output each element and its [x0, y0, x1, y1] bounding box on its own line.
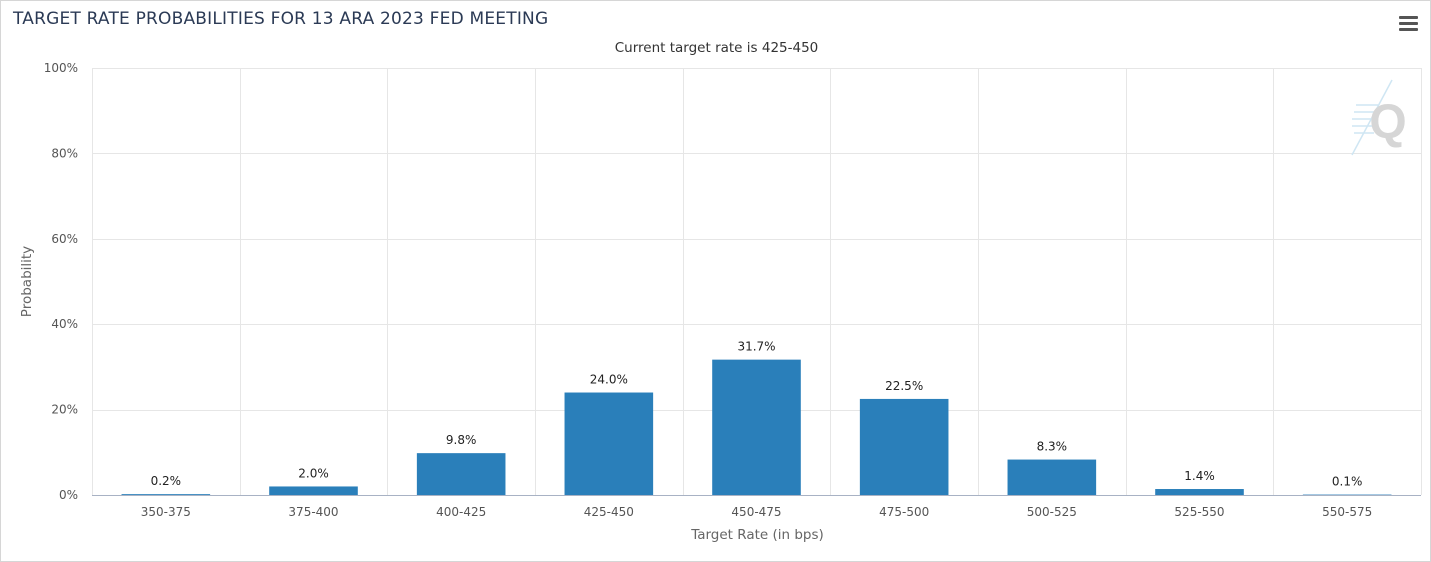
- data-labels: 0.2% 2.0% 9.8% 24.0% 31.7% 22.5% 8.3% 1.4% 0.1%: [151, 340, 1363, 489]
- quikstrike-logo: Q: [1351, 79, 1407, 156]
- x-tick-label: 525-550: [1174, 505, 1224, 519]
- y-tick-label: 40%: [51, 317, 78, 331]
- x-axis-ticks: 350-375 375-400 400-425 425-450 450-475 475-5…: [141, 505, 1372, 519]
- y-tick-label: 20%: [51, 403, 78, 417]
- hamburger-menu-icon[interactable]: [1398, 16, 1420, 36]
- x-tick-label: 375-400: [288, 505, 338, 519]
- x-tick-label: 550-575: [1322, 505, 1372, 519]
- x-tick-label: 400-425: [436, 505, 486, 519]
- data-label: 24.0%: [590, 373, 628, 387]
- bar-350-375[interactable]: [121, 494, 211, 495]
- bar-375-400[interactable]: [269, 486, 358, 495]
- bar-400-425[interactable]: [416, 453, 506, 495]
- data-label: 1.4%: [1184, 469, 1215, 483]
- watermark-text: Q: [1369, 96, 1406, 149]
- bar-450-475[interactable]: [712, 359, 801, 495]
- y-tick-label: 100%: [44, 61, 78, 75]
- bar-525-550[interactable]: [1155, 489, 1244, 495]
- data-label: 0.2%: [151, 474, 182, 488]
- bar-425-450[interactable]: [564, 392, 654, 495]
- y-axis-title: Probability: [19, 246, 35, 317]
- x-tick-label: 425-450: [584, 505, 634, 519]
- bars: [121, 359, 1392, 495]
- chart-title: TARGET RATE PROBABILITIES FOR 13 ARA 202…: [13, 9, 549, 29]
- data-label: 8.3%: [1037, 440, 1068, 454]
- data-label: 22.5%: [885, 379, 923, 393]
- chart-subtitle: Current target rate is 425-450: [614, 40, 819, 56]
- y-tick-label: 80%: [51, 146, 78, 160]
- data-label: 0.1%: [1332, 475, 1363, 489]
- bar-475-500[interactable]: [859, 398, 949, 495]
- x-tick-label: 450-475: [731, 505, 781, 519]
- data-label: 31.7%: [737, 340, 775, 354]
- y-axis-ticks: 0% 20% 40% 60% 80% 100%: [44, 61, 78, 502]
- data-label: 9.8%: [446, 433, 477, 447]
- x-tick-label: 350-375: [141, 505, 191, 519]
- x-tick-label: 475-500: [879, 505, 929, 519]
- y-tick-label: 0%: [59, 488, 78, 502]
- x-axis-title: Target Rate (in bps): [690, 527, 824, 543]
- bar-500-525[interactable]: [1007, 459, 1097, 495]
- y-tick-label: 60%: [51, 232, 78, 246]
- x-tick-label: 500-525: [1027, 505, 1077, 519]
- data-label: 2.0%: [298, 466, 329, 480]
